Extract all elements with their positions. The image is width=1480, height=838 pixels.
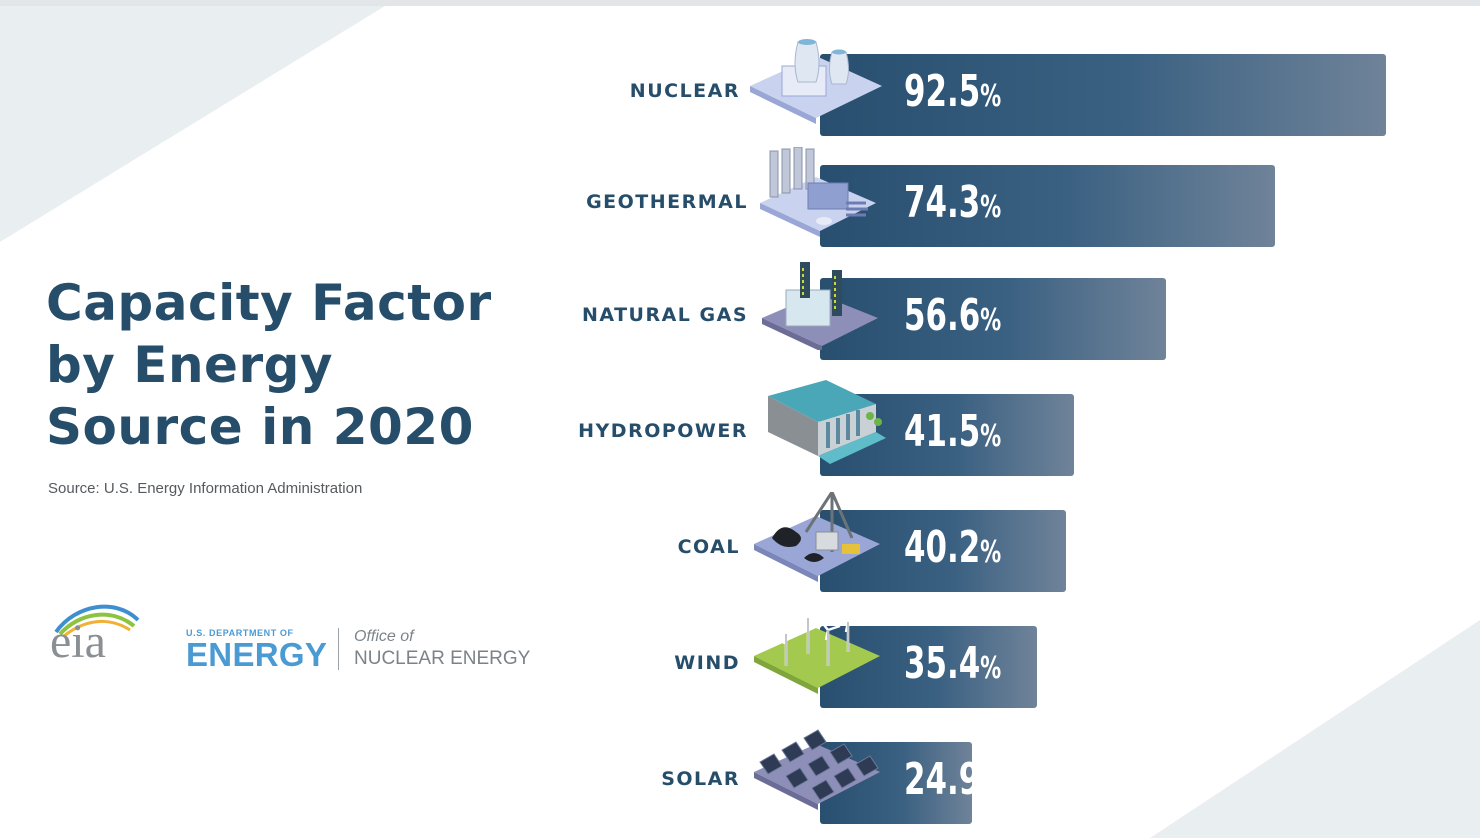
value-label: 74.3%: [904, 177, 1002, 228]
top-band: [0, 0, 1480, 6]
hydropower-dam-icon: [746, 376, 886, 470]
chart-title: Capacity Factor by Energy Source in 2020: [46, 272, 566, 458]
category-label: NATURAL GAS: [581, 304, 748, 326]
eia-swoosh-icon: [54, 604, 140, 638]
bar-nuclear: [820, 54, 1386, 136]
category-label: COAL: [677, 536, 740, 558]
value-label: 56.6%: [904, 290, 1002, 341]
bar-natural-gas: [820, 278, 1166, 360]
coal-mine-icon: [746, 491, 886, 586]
doe-small-text: U.S. DEPARTMENT OF: [186, 628, 294, 638]
value-label: 35.4%: [904, 638, 1002, 689]
value-label: 24.9%: [904, 754, 1002, 805]
geothermal-plant-icon: [746, 146, 886, 241]
title-line: Source in 2020: [46, 398, 474, 456]
office-logo: Office of NUCLEAR ENERGY: [354, 628, 530, 670]
wind-farm-icon: [746, 607, 886, 702]
office-big-text: NUCLEAR ENERGY: [354, 648, 531, 669]
category-label: SOLAR: [661, 768, 740, 790]
category-label: GEOTHERMAL: [586, 191, 748, 213]
category-label: WIND: [674, 652, 740, 674]
office-small-text: Office of: [354, 628, 414, 645]
source-note: Source: U.S. Energy Information Administ…: [48, 480, 363, 497]
doe-big-text: ENERGY: [186, 636, 328, 673]
solar-farm-icon: [746, 724, 886, 818]
value-label: 92.5%: [904, 66, 1002, 117]
eia-wordmark: eia: [50, 615, 106, 668]
bar-geothermal: [820, 165, 1275, 247]
title-line: Capacity Factor: [46, 274, 492, 332]
doe-logo: U.S. DEPARTMENT OF ENERGY: [186, 628, 327, 672]
value-label: 41.5%: [904, 406, 1002, 457]
title-line: by Energy: [46, 336, 333, 394]
category-label: NUCLEAR: [629, 80, 740, 102]
nuclear-plant-icon: [746, 36, 886, 130]
logo-divider: [338, 628, 339, 670]
eia-logo: eia: [46, 600, 146, 672]
natural-gas-plant-icon: [746, 260, 886, 354]
category-label: HYDROPOWER: [578, 420, 748, 442]
value-label: 40.2%: [904, 522, 1002, 573]
